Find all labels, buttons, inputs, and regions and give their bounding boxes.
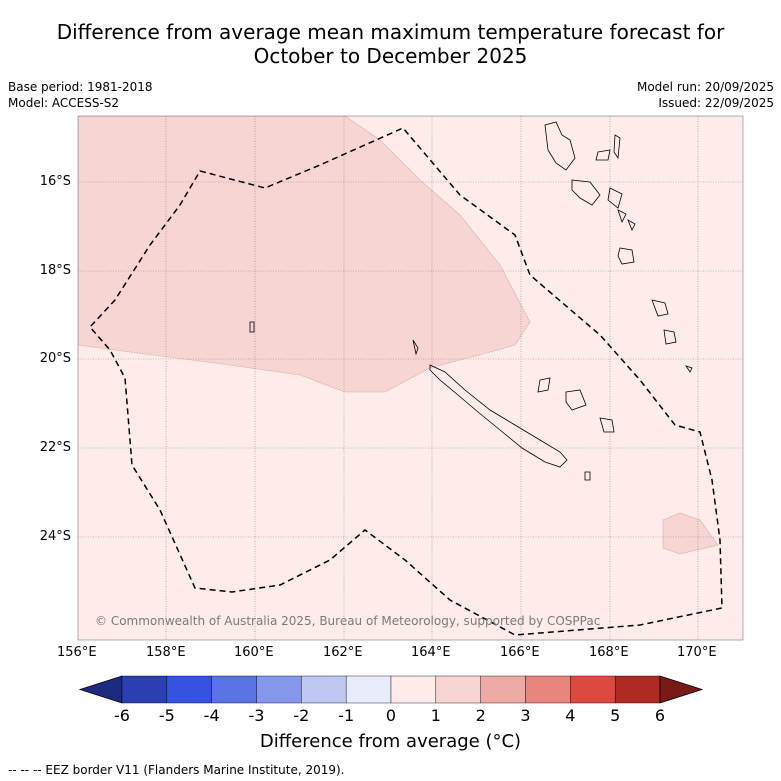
- eez-legend-note: -- -- -- EEZ border V11 (Flanders Marine…: [8, 763, 345, 777]
- colorbar-segment: [435, 675, 481, 704]
- lat-tick-16s: 16°S: [39, 174, 71, 189]
- colorbar-tick-label: -5: [158, 706, 175, 725]
- lon-tick-168e: 168°E: [589, 645, 629, 660]
- lon-tick-156e: 156°E: [57, 645, 97, 660]
- chart-title-line1: Difference from average mean maximum tem…: [56, 20, 725, 44]
- lat-tick-20s: 20°S: [39, 351, 71, 366]
- colorbar-tick-label: -2: [293, 706, 310, 725]
- colorbar-tick-label: 0: [385, 706, 397, 725]
- new-caledonia: [429, 364, 568, 468]
- graticule: [78, 116, 743, 640]
- colorbar-tick-label: -3: [248, 706, 265, 725]
- colorbar-over-arrow: [659, 675, 704, 704]
- lat-tick-18s: 18°S: [39, 263, 71, 278]
- colorbar-tick-label: 4: [565, 706, 576, 725]
- colorbar-under-arrow: [78, 675, 123, 704]
- colorbar-segment: [345, 675, 392, 704]
- colorbar-segment: [480, 675, 526, 704]
- issued-date: Issued: 22/09/2025: [658, 96, 774, 110]
- lon-tick-158e: 158°E: [146, 645, 186, 660]
- colorbar-tick-label: 6: [654, 706, 666, 725]
- vanuatu-central: [571, 179, 636, 231]
- colorbar-tick-label: 5: [610, 706, 621, 725]
- colorbar-segment: [614, 675, 661, 704]
- colorbar-tick-label: 2: [475, 706, 486, 725]
- colorbar: [78, 675, 704, 704]
- lat-tick-22s: 22°S: [39, 440, 71, 455]
- vanuatu-north: [544, 121, 621, 171]
- loyalty-islands: [537, 377, 615, 433]
- eez-border: [88, 127, 723, 636]
- vanuatu-south: [617, 247, 693, 373]
- chart-title-line2: October to December 2025: [253, 44, 528, 68]
- coastlines: [249, 121, 693, 481]
- colorbar-tick-label: 1: [430, 706, 441, 725]
- colorbar-segment: [525, 675, 571, 704]
- small-islands: [249, 321, 591, 481]
- model-name: Model: ACCESS-S2: [8, 96, 120, 110]
- colorbar-segment: [256, 675, 302, 704]
- colorbar-segment: [390, 675, 437, 704]
- colorbar-segment: [121, 675, 168, 704]
- copyright-notice: © Commonwealth of Australia 2025, Bureau…: [95, 614, 601, 628]
- lon-tick-160e: 160°E: [234, 645, 274, 660]
- lat-tick-24s: 24°S: [39, 529, 71, 544]
- colorbar-tick-label: -6: [114, 706, 130, 725]
- lon-tick-166e: 166°E: [500, 645, 540, 660]
- map-frame: [77, 115, 744, 641]
- colorbar-label: Difference from average (°C): [259, 731, 522, 752]
- colorbar-segment: [570, 675, 616, 704]
- model-run: Model run: 20/09/2025: [636, 80, 774, 94]
- colorbar-tick-label: -1: [338, 706, 355, 725]
- colorbar-segment: [301, 675, 347, 704]
- colorbar-tick-label: -4: [203, 706, 220, 725]
- colorbar-segment: [211, 675, 257, 704]
- colorbar-segment: [166, 675, 212, 704]
- lon-tick-170e: 170°E: [677, 645, 717, 660]
- base-period: Base period: 1981-2018: [8, 80, 153, 94]
- lon-tick-164e: 164°E: [411, 645, 451, 660]
- lon-tick-162e: 162°E: [323, 645, 363, 660]
- colorbar-tick-label: 3: [520, 706, 531, 725]
- anomaly-zone-1-2-southeast: [662, 512, 719, 555]
